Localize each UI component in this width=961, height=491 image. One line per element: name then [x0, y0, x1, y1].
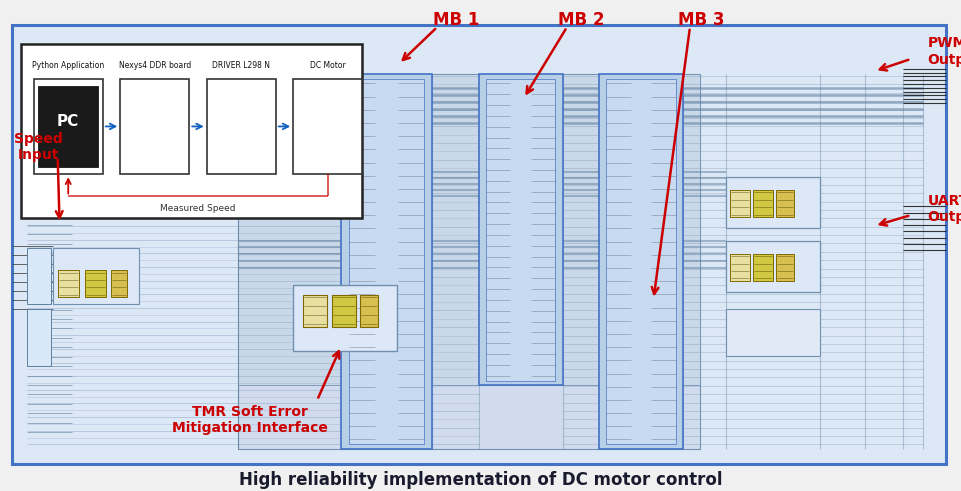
- Text: Python Application: Python Application: [32, 61, 105, 70]
- Bar: [726, 241, 820, 292]
- Bar: [111, 270, 127, 297]
- Bar: [303, 295, 327, 327]
- Bar: [27, 309, 51, 366]
- Bar: [85, 270, 106, 297]
- Bar: [332, 295, 356, 327]
- Bar: [486, 79, 555, 381]
- Bar: [776, 254, 794, 281]
- Bar: [479, 74, 563, 385]
- Bar: [730, 254, 750, 281]
- Bar: [238, 74, 700, 449]
- Bar: [38, 86, 98, 167]
- Text: PC: PC: [57, 114, 80, 129]
- Text: DC Motor: DC Motor: [309, 61, 346, 70]
- Bar: [238, 74, 700, 385]
- Text: Nexys4 DDR board: Nexys4 DDR board: [118, 61, 191, 70]
- Text: DRIVER L298 N: DRIVER L298 N: [212, 61, 270, 70]
- Bar: [53, 248, 139, 304]
- Bar: [753, 254, 773, 281]
- Bar: [606, 79, 676, 444]
- Bar: [599, 74, 683, 449]
- Bar: [293, 285, 397, 351]
- Bar: [207, 79, 276, 174]
- Bar: [776, 190, 794, 217]
- Text: High reliability implementation of DC motor control: High reliability implementation of DC mo…: [238, 471, 723, 489]
- Text: Speed
Input: Speed Input: [14, 132, 62, 163]
- Bar: [293, 79, 362, 174]
- Text: TMR Soft Error
Mitigation Interface: TMR Soft Error Mitigation Interface: [172, 405, 328, 435]
- Bar: [360, 295, 378, 327]
- Bar: [58, 270, 79, 297]
- Text: PWM
Output: PWM Output: [927, 36, 961, 67]
- Bar: [12, 25, 946, 464]
- Bar: [21, 44, 362, 218]
- Text: MB 3: MB 3: [678, 11, 725, 28]
- Bar: [726, 309, 820, 356]
- Bar: [341, 74, 432, 449]
- Bar: [726, 177, 820, 228]
- Bar: [120, 79, 189, 174]
- Text: MB 1: MB 1: [433, 11, 480, 28]
- Text: UART
Output: UART Output: [927, 193, 961, 224]
- Text: MB 2: MB 2: [558, 11, 604, 28]
- Bar: [730, 190, 750, 217]
- Bar: [753, 190, 773, 217]
- Text: Measured Speed: Measured Speed: [160, 204, 235, 213]
- Bar: [34, 79, 103, 174]
- Bar: [27, 248, 51, 304]
- Bar: [349, 79, 424, 444]
